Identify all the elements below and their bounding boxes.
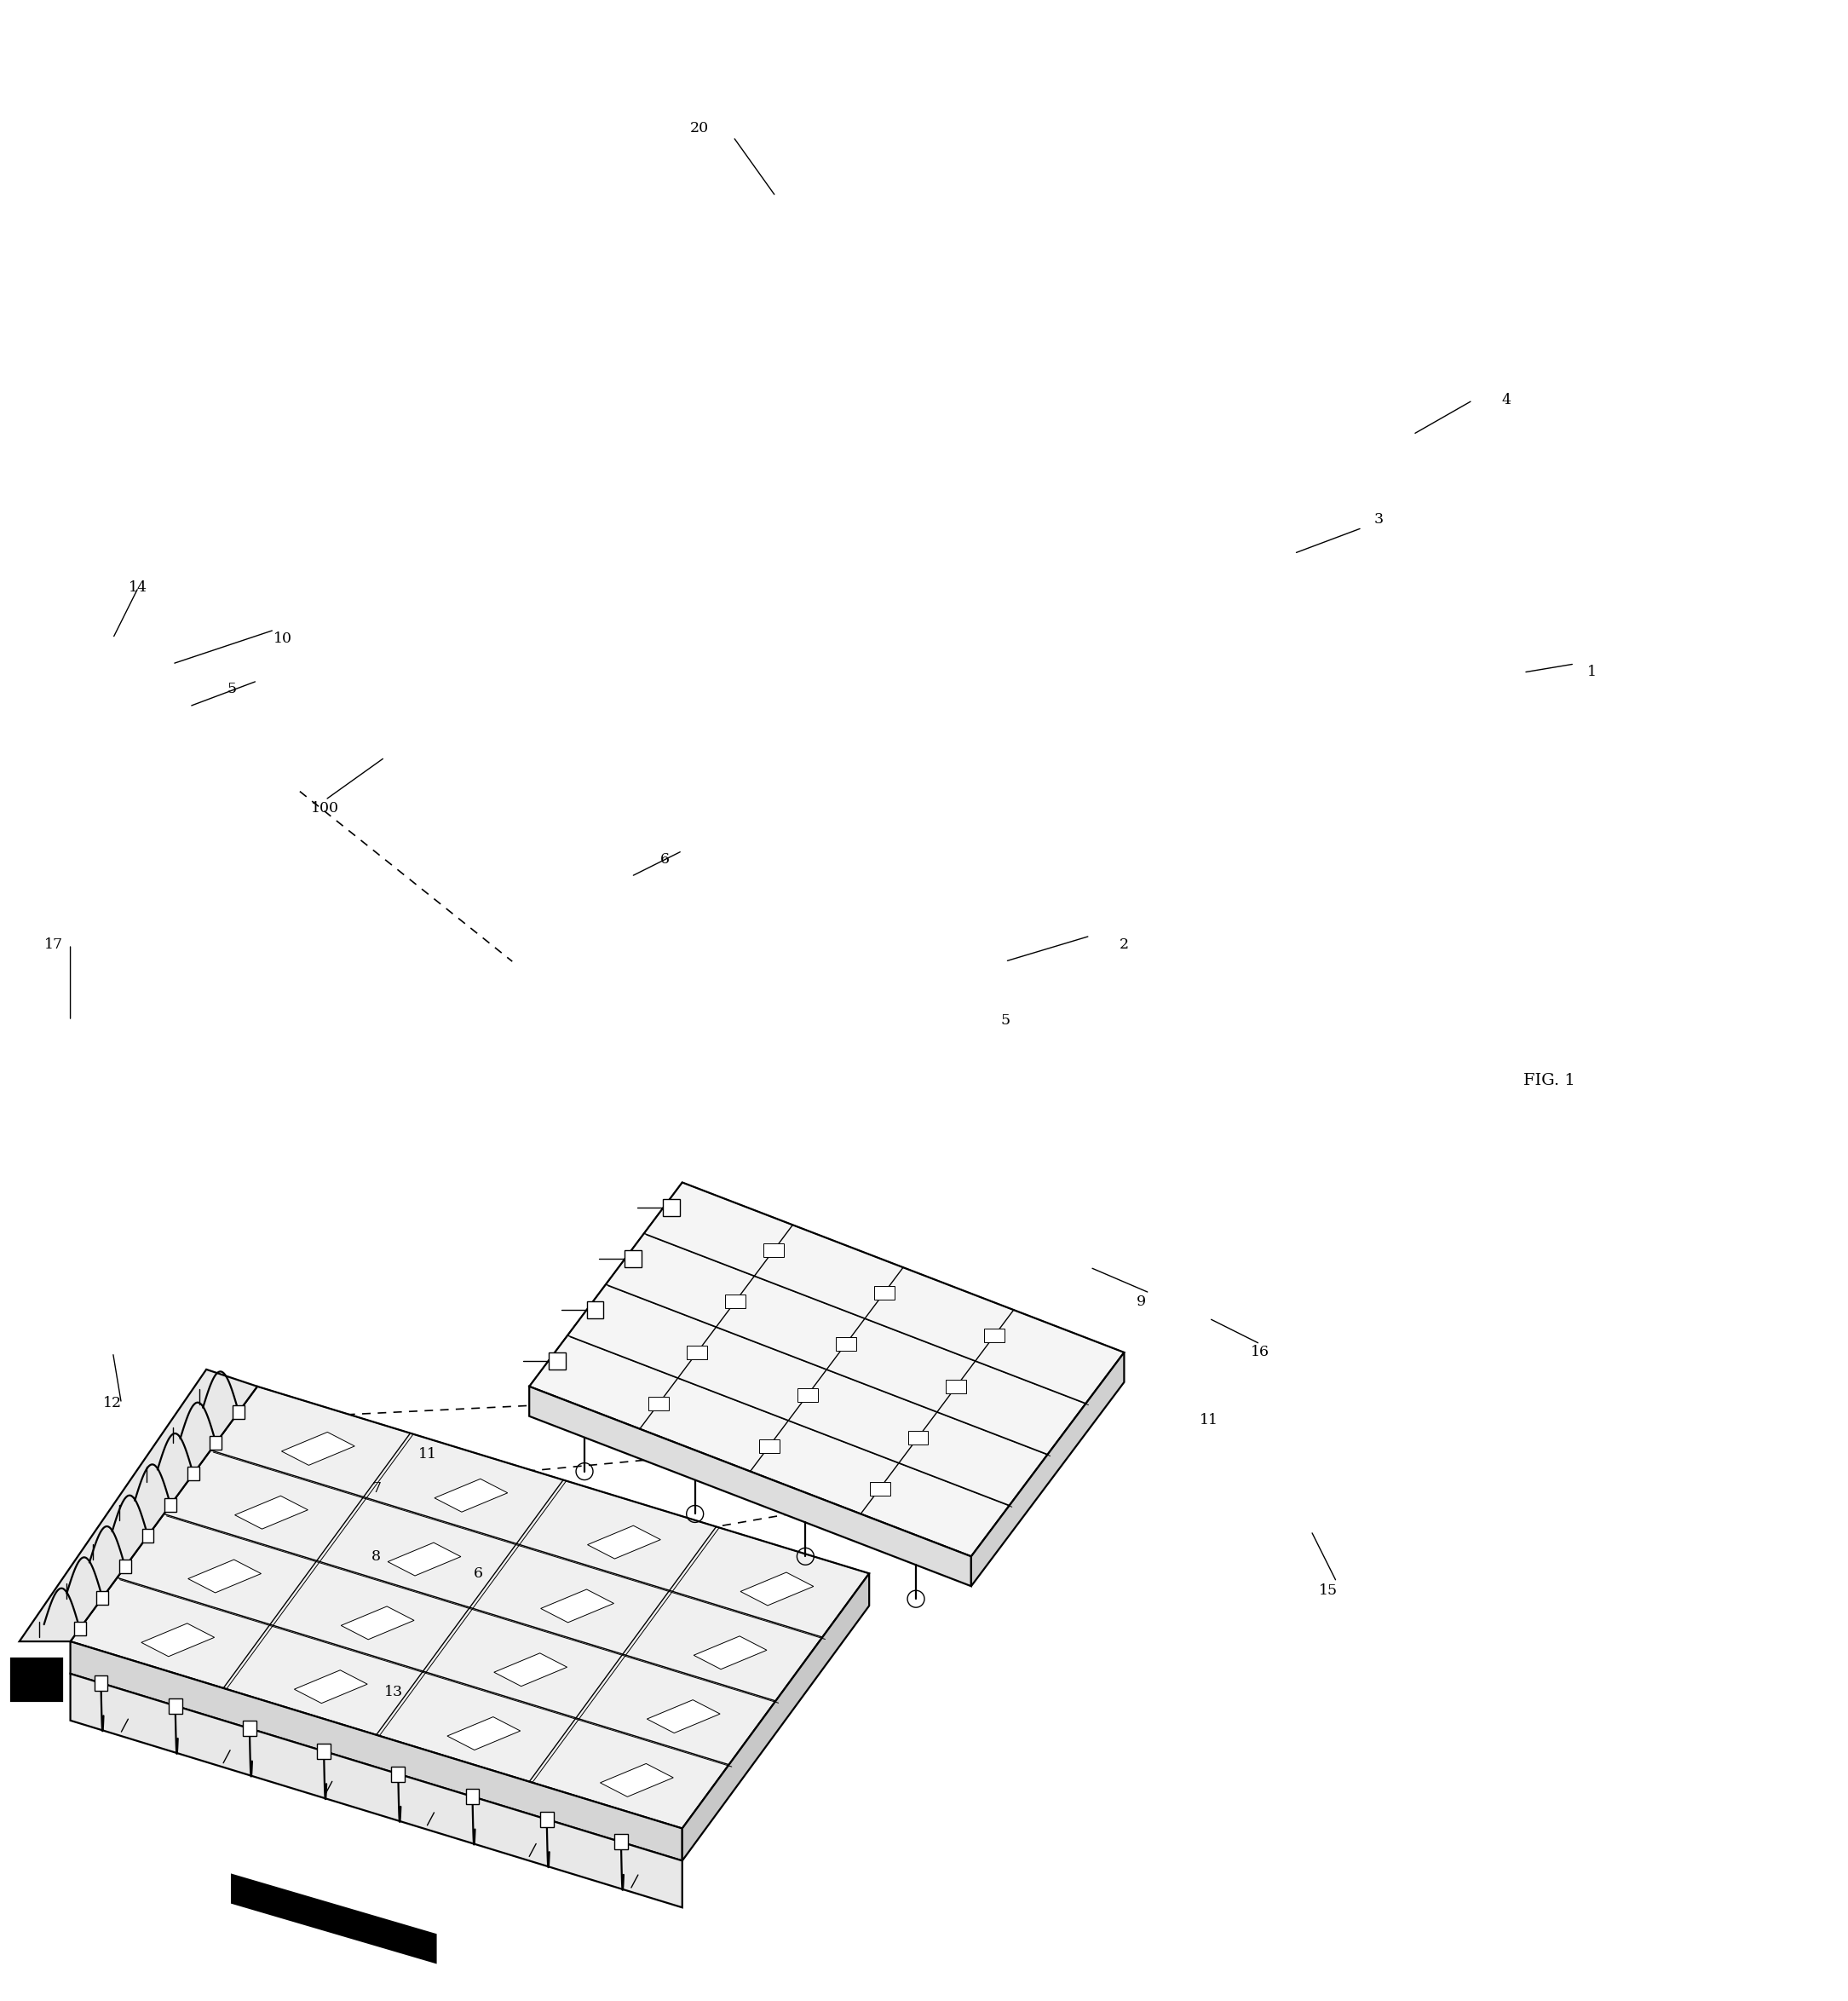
- Text: 4: 4: [1502, 392, 1512, 408]
- Polygon shape: [549, 1353, 565, 1369]
- Polygon shape: [649, 1397, 669, 1411]
- Polygon shape: [907, 1431, 928, 1445]
- Polygon shape: [388, 1543, 460, 1575]
- Polygon shape: [870, 1481, 891, 1495]
- Text: 11: 11: [1199, 1413, 1218, 1427]
- Polygon shape: [142, 1529, 153, 1543]
- Text: 9: 9: [1137, 1295, 1146, 1309]
- Polygon shape: [118, 1561, 131, 1573]
- Polygon shape: [466, 1789, 479, 1805]
- Text: 17: 17: [44, 936, 63, 952]
- Polygon shape: [586, 1301, 604, 1319]
- Polygon shape: [392, 1767, 405, 1781]
- Polygon shape: [493, 1653, 567, 1687]
- Polygon shape: [342, 1607, 414, 1639]
- Polygon shape: [529, 1183, 1124, 1557]
- Polygon shape: [972, 1353, 1124, 1587]
- Text: 5: 5: [227, 682, 237, 696]
- Text: 10: 10: [274, 630, 292, 646]
- Polygon shape: [625, 1251, 641, 1267]
- Text: 14: 14: [129, 580, 148, 594]
- Polygon shape: [760, 1439, 780, 1453]
- Polygon shape: [724, 1295, 745, 1309]
- Polygon shape: [211, 1437, 222, 1449]
- Text: 3: 3: [1375, 512, 1384, 526]
- Text: FIG. 1: FIG. 1: [1523, 1073, 1574, 1089]
- Polygon shape: [647, 1701, 721, 1733]
- Polygon shape: [663, 1199, 680, 1217]
- Polygon shape: [693, 1637, 767, 1669]
- Polygon shape: [233, 1405, 244, 1419]
- Polygon shape: [447, 1717, 521, 1751]
- Polygon shape: [242, 1721, 257, 1737]
- Polygon shape: [188, 1559, 261, 1593]
- Polygon shape: [94, 1675, 107, 1691]
- Polygon shape: [588, 1525, 660, 1559]
- Polygon shape: [231, 1875, 436, 1963]
- Text: 2: 2: [1120, 936, 1129, 952]
- Polygon shape: [614, 1835, 628, 1849]
- Polygon shape: [70, 1641, 682, 1861]
- Text: 5: 5: [1000, 1015, 1009, 1029]
- Text: 100: 100: [310, 800, 340, 816]
- Polygon shape: [11, 1659, 61, 1701]
- Text: 1: 1: [1587, 664, 1597, 680]
- Polygon shape: [687, 1345, 708, 1359]
- Polygon shape: [874, 1287, 894, 1301]
- Polygon shape: [796, 1389, 819, 1403]
- Polygon shape: [294, 1671, 368, 1703]
- Polygon shape: [540, 1811, 554, 1827]
- Polygon shape: [946, 1379, 967, 1393]
- Polygon shape: [318, 1743, 331, 1759]
- Text: 7: 7: [371, 1481, 381, 1495]
- Text: 20: 20: [689, 122, 708, 136]
- Polygon shape: [434, 1479, 508, 1513]
- Polygon shape: [96, 1591, 109, 1605]
- Polygon shape: [74, 1623, 85, 1635]
- Polygon shape: [529, 1387, 972, 1587]
- Polygon shape: [18, 1369, 257, 1641]
- Polygon shape: [763, 1243, 784, 1257]
- Text: 12: 12: [103, 1397, 122, 1411]
- Polygon shape: [541, 1589, 614, 1623]
- Polygon shape: [164, 1499, 176, 1511]
- Text: 11: 11: [418, 1447, 436, 1461]
- Polygon shape: [741, 1573, 813, 1605]
- Polygon shape: [70, 1387, 869, 1829]
- Polygon shape: [70, 1673, 682, 1907]
- Polygon shape: [281, 1433, 355, 1465]
- Text: 15: 15: [1319, 1583, 1338, 1597]
- Polygon shape: [985, 1329, 1005, 1343]
- Polygon shape: [235, 1497, 309, 1529]
- Text: 16: 16: [1251, 1345, 1270, 1359]
- Polygon shape: [601, 1763, 673, 1797]
- Text: 6: 6: [660, 852, 671, 866]
- Text: 13: 13: [384, 1685, 403, 1699]
- Polygon shape: [187, 1467, 200, 1481]
- Text: 8: 8: [371, 1549, 381, 1563]
- Polygon shape: [168, 1699, 183, 1713]
- Polygon shape: [140, 1623, 214, 1657]
- Polygon shape: [835, 1337, 856, 1351]
- Polygon shape: [682, 1573, 869, 1861]
- Text: 6: 6: [473, 1567, 482, 1581]
